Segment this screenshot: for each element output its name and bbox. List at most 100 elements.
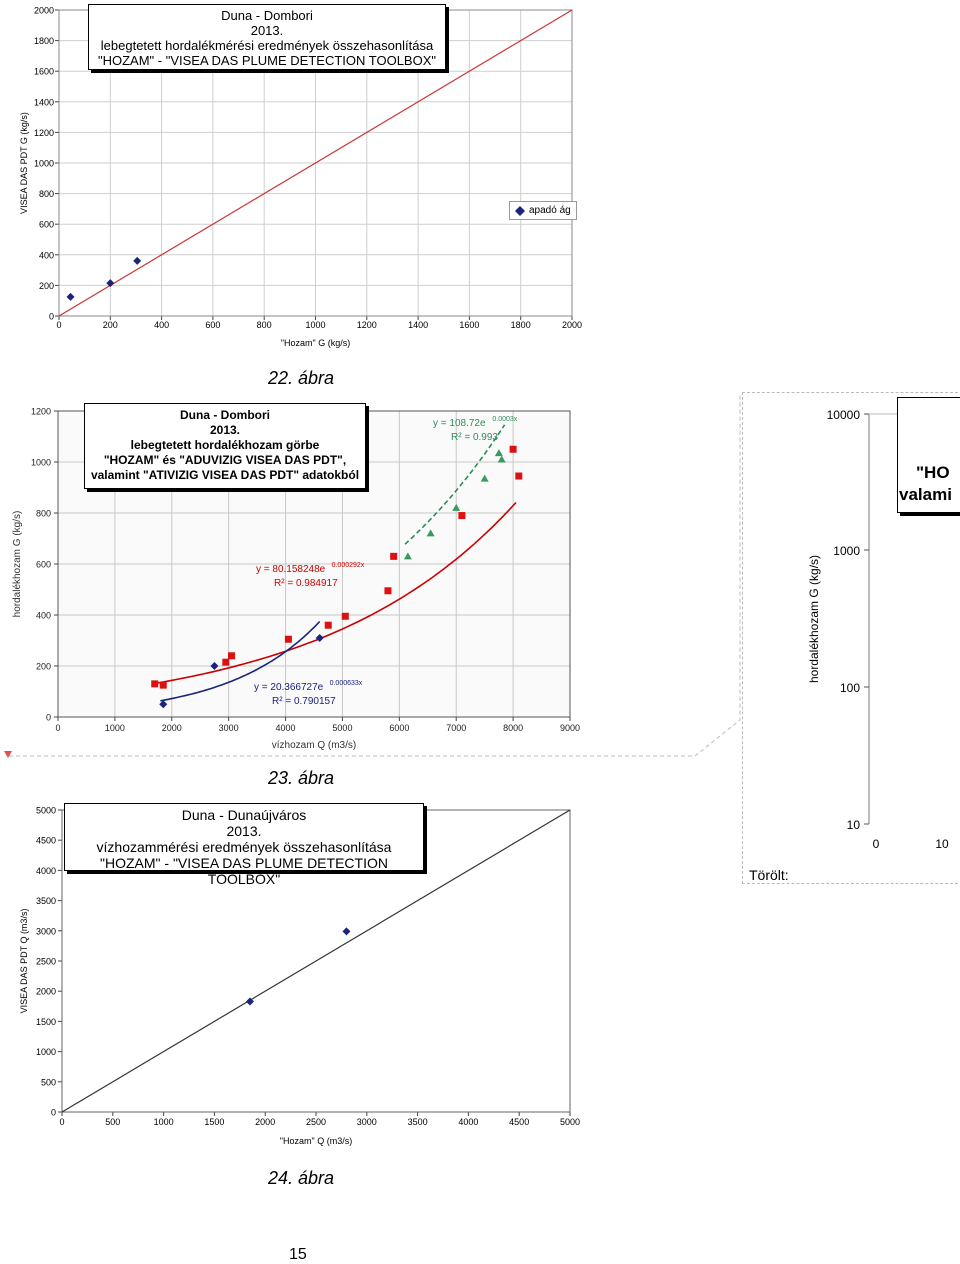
chart-22-title-line-2: 2013. <box>250 23 284 38</box>
data-point-s1 <box>106 279 115 288</box>
partial-title-line-2: valami <box>899 485 952 504</box>
x-tick-label: 5000 <box>560 1117 580 1127</box>
data-point-s3 <box>315 633 324 642</box>
chart-22-legend: apadó ág <box>509 201 577 220</box>
partial-title-line-1: "HO <box>916 463 950 482</box>
equation-exponent-1: 0.0003x <box>492 416 517 423</box>
y-tick-label: 0 <box>51 1108 56 1118</box>
x-tick-label: 2000 <box>255 1117 275 1127</box>
y-axis-label: VISEA DAS PDT Q (m3/s) <box>19 909 29 1014</box>
x-tick-label: 0 <box>55 723 60 733</box>
x-tick-label: 200 <box>103 320 118 330</box>
y-tick-label: 1200 <box>31 407 51 417</box>
y-tick-label: 3500 <box>36 896 56 906</box>
data-point-s2 <box>480 474 489 482</box>
x-tick-label: 5000 <box>332 723 352 733</box>
chart-23-title: Duna - Dombori 2013. lebegtetett hordalé… <box>84 403 366 489</box>
y-tick-label: 400 <box>36 611 51 621</box>
deleted-label: Törölt: <box>749 867 789 883</box>
x-tick-label: 10 <box>935 837 949 851</box>
y-tick-label: 2000 <box>34 6 54 16</box>
chart-23-title-line-5: valamint "ATIVIZIG VISEA DAS PDT" adatok… <box>90 468 360 482</box>
y-tick-label: 400 <box>39 250 54 260</box>
x-tick-label: 1200 <box>357 320 377 330</box>
chart-24-title: Duna - Dunaújváros 2013. vízhozammérési … <box>64 803 424 887</box>
chart-24-title-line-3: vízhozammérési eredmények összehasonlítá… <box>96 839 392 855</box>
data-point-s2 <box>426 529 435 537</box>
chart-22-title-line-1: Duna - Dombori <box>221 8 313 23</box>
r-squared-label-3: R² = 0.790157 <box>272 696 336 707</box>
equation-label-3: y = 20.366727e <box>254 682 324 693</box>
chart-23-title-line-3: lebegtetett hordalékhozam görbe <box>130 438 320 452</box>
x-tick-label: 8000 <box>503 723 523 733</box>
y-tick-label: 200 <box>39 281 54 291</box>
trendline-3 <box>160 620 321 702</box>
caption-fig-24: 24. ábra <box>268 1168 335 1188</box>
data-point-s1 <box>384 587 392 595</box>
chart-22-title: Duna - Dombori 2013. lebegtetett hordalé… <box>88 4 446 70</box>
y-tick-label: 1000 <box>34 159 54 169</box>
x-tick-label: 3000 <box>219 723 239 733</box>
y-tick-label: 5000 <box>36 806 56 816</box>
y-tick-label: 1000 <box>31 458 51 468</box>
data-point-s1 <box>324 621 332 629</box>
y-tick-label: 1400 <box>34 97 54 107</box>
data-point-s3 <box>159 700 168 709</box>
deleted-chart-frame <box>742 392 958 884</box>
x-tick-label: 800 <box>257 320 272 330</box>
reference-line <box>61 809 571 1113</box>
x-tick-label: 1500 <box>204 1117 224 1127</box>
y-tick-label: 10000 <box>827 408 861 422</box>
y-tick-label: 0 <box>46 713 51 723</box>
x-axis-label: "Hozam" Q (m3/s) <box>280 1136 352 1146</box>
caption-fig-23: 23. ábra <box>268 768 335 788</box>
x-tick-label: 1800 <box>511 320 531 330</box>
x-tick-label: 6000 <box>389 723 409 733</box>
y-tick-label: 1500 <box>36 1017 56 1027</box>
x-tick-label: 3500 <box>408 1117 428 1127</box>
data-point-s1 <box>228 652 236 660</box>
data-point-s2 <box>403 552 412 560</box>
x-axis-label: vízhozam Q (m3/s) <box>272 740 356 751</box>
y-tick-label: 3000 <box>36 926 56 936</box>
x-tick-label: 500 <box>105 1117 120 1127</box>
x-tick-label: 2500 <box>306 1117 326 1127</box>
data-point-s1 <box>159 681 167 689</box>
data-point-s1 <box>66 292 75 301</box>
data-point-s1 <box>509 445 517 453</box>
data-point-s1 <box>284 635 292 643</box>
caption-fig-22: 22. ábra <box>268 368 335 388</box>
equation-exponent-2: 0.000292x <box>332 562 365 569</box>
data-point-s2 <box>497 455 506 463</box>
x-tick-label: 600 <box>205 320 220 330</box>
chart-22-title-line-4: "HOZAM" - "VISEA DAS PLUME DETECTION TOO… <box>98 53 436 68</box>
data-point-s2 <box>452 503 461 511</box>
data-point-s1 <box>245 997 254 1006</box>
y-tick-label: 600 <box>39 220 54 230</box>
y-tick-label: 2000 <box>36 987 56 997</box>
x-tick-label: 7000 <box>446 723 466 733</box>
x-tick-label: 9000 <box>560 723 580 733</box>
y-tick-label: 200 <box>36 662 51 672</box>
trendline-1 <box>154 501 517 685</box>
data-point-s1 <box>222 658 230 666</box>
chart-24-title-line-1: Duna - Dunaújváros <box>181 807 307 823</box>
chart-23-title-line-1: Duna - Dombori <box>180 408 270 422</box>
y-tick-label: 1000 <box>36 1047 56 1057</box>
y-axis-label: VISEA DAS PDT G (kg/s) <box>19 112 29 214</box>
chart-24-title-line-2: 2013. <box>226 823 262 839</box>
x-tick-label: 0 <box>56 320 61 330</box>
y-axis-label: hordalékhozam G (kg/s) <box>12 511 23 618</box>
x-tick-label: 0 <box>59 1117 64 1127</box>
x-tick-label: 2000 <box>562 320 582 330</box>
chart-22-title-line-3: lebegtetett hordalékmérési eredmények ös… <box>100 38 434 53</box>
legend-diamond-icon <box>515 205 525 216</box>
y-tick-label: 800 <box>36 509 51 519</box>
x-tick-label: 3000 <box>357 1117 377 1127</box>
y-tick-label: 1600 <box>34 67 54 77</box>
data-point-s1 <box>390 552 398 560</box>
x-tick-label: 0 <box>873 837 880 851</box>
reference-line <box>58 9 573 317</box>
equation-label-2: y = 80.158248e <box>256 564 326 575</box>
y-tick-label: 100 <box>840 681 860 695</box>
